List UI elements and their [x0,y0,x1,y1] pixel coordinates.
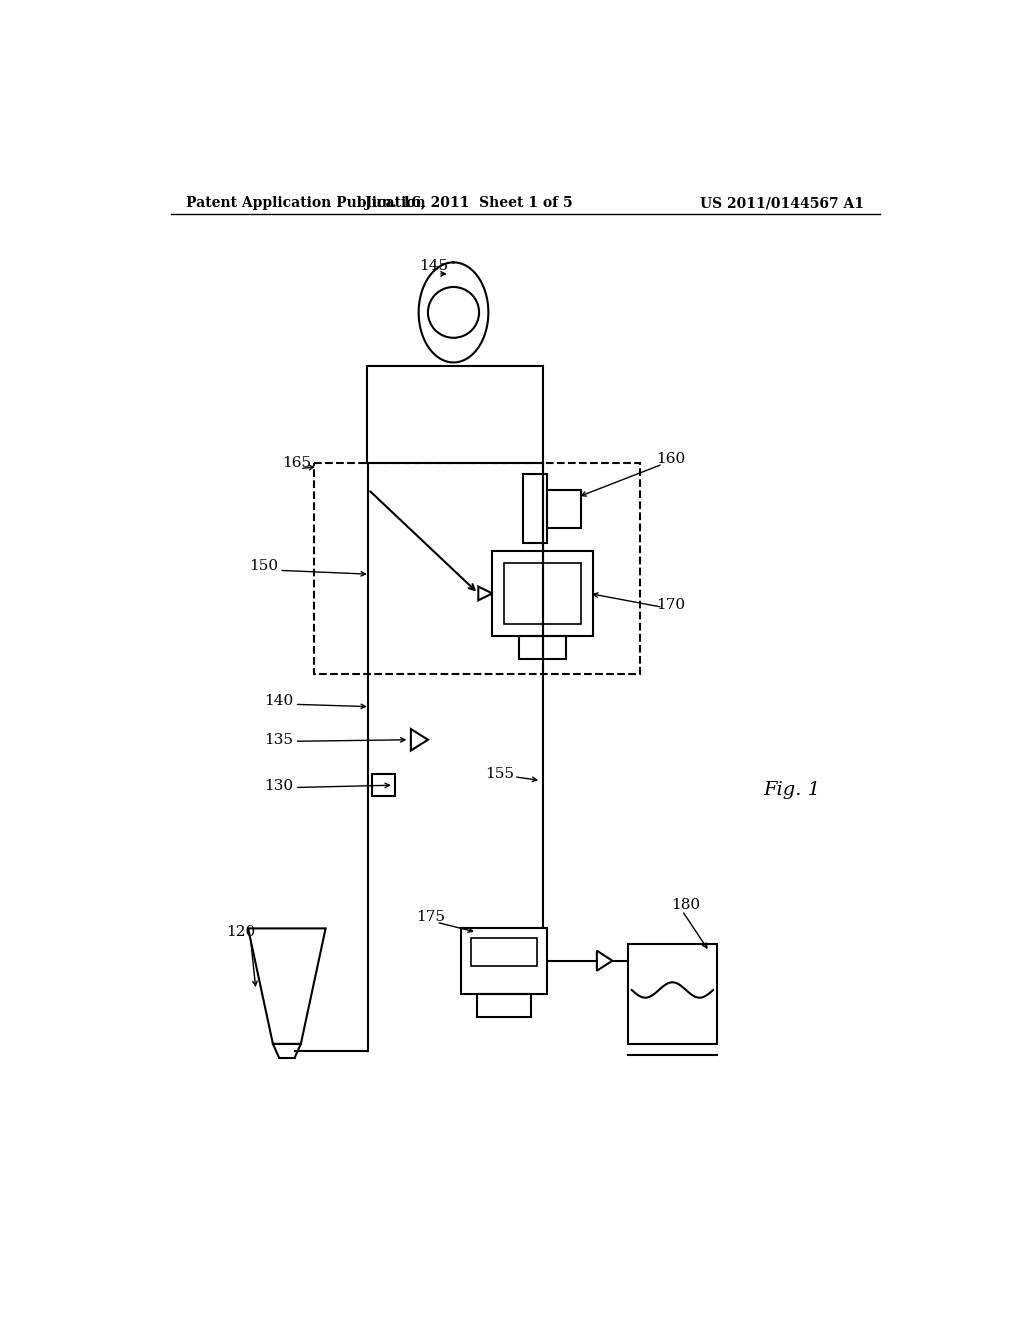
Text: 175: 175 [416,909,444,924]
Text: 170: 170 [656,598,685,612]
Text: 150: 150 [249,560,279,573]
Bar [547,490,582,528]
Bar [372,775,395,796]
Bar [493,552,593,636]
Text: US 2011/0144567 A1: US 2011/0144567 A1 [700,197,864,210]
Text: Fig. 1: Fig. 1 [764,781,820,799]
Bar [471,937,538,966]
Bar [367,367,543,462]
Bar [523,474,547,544]
Text: 120: 120 [225,925,255,940]
Bar [519,636,566,659]
Text: 130: 130 [264,779,294,793]
Text: Jun. 16, 2011  Sheet 1 of 5: Jun. 16, 2011 Sheet 1 of 5 [366,197,572,210]
Text: 145: 145 [420,259,449,273]
Bar [314,462,640,675]
Bar [477,994,531,1016]
Text: 180: 180 [672,899,700,912]
Bar [628,944,717,1044]
Bar [461,928,547,994]
Text: 160: 160 [656,451,685,466]
Text: 165: 165 [283,455,311,470]
Text: Patent Application Publication: Patent Application Publication [186,197,426,210]
Bar [504,562,582,624]
Text: 140: 140 [264,694,294,709]
Text: 135: 135 [264,733,294,747]
Text: 155: 155 [485,767,514,781]
